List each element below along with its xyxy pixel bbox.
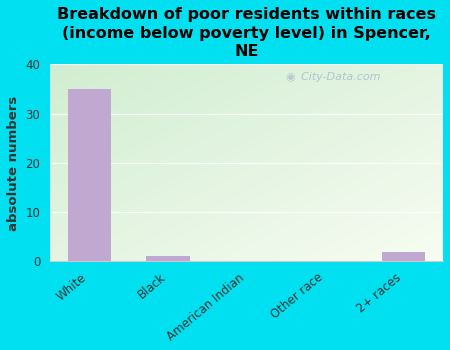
Bar (68, 89, 111, 261)
Bar (146, 257, 189, 261)
Text: ◉: ◉ (286, 72, 296, 82)
Title: Breakdown of poor residents within races
(income below poverty level) in Spencer: Breakdown of poor residents within races… (57, 7, 436, 59)
Y-axis label: absolute numbers: absolute numbers (7, 95, 20, 231)
Text: City-Data.com: City-Data.com (294, 72, 380, 82)
Bar (382, 252, 425, 261)
